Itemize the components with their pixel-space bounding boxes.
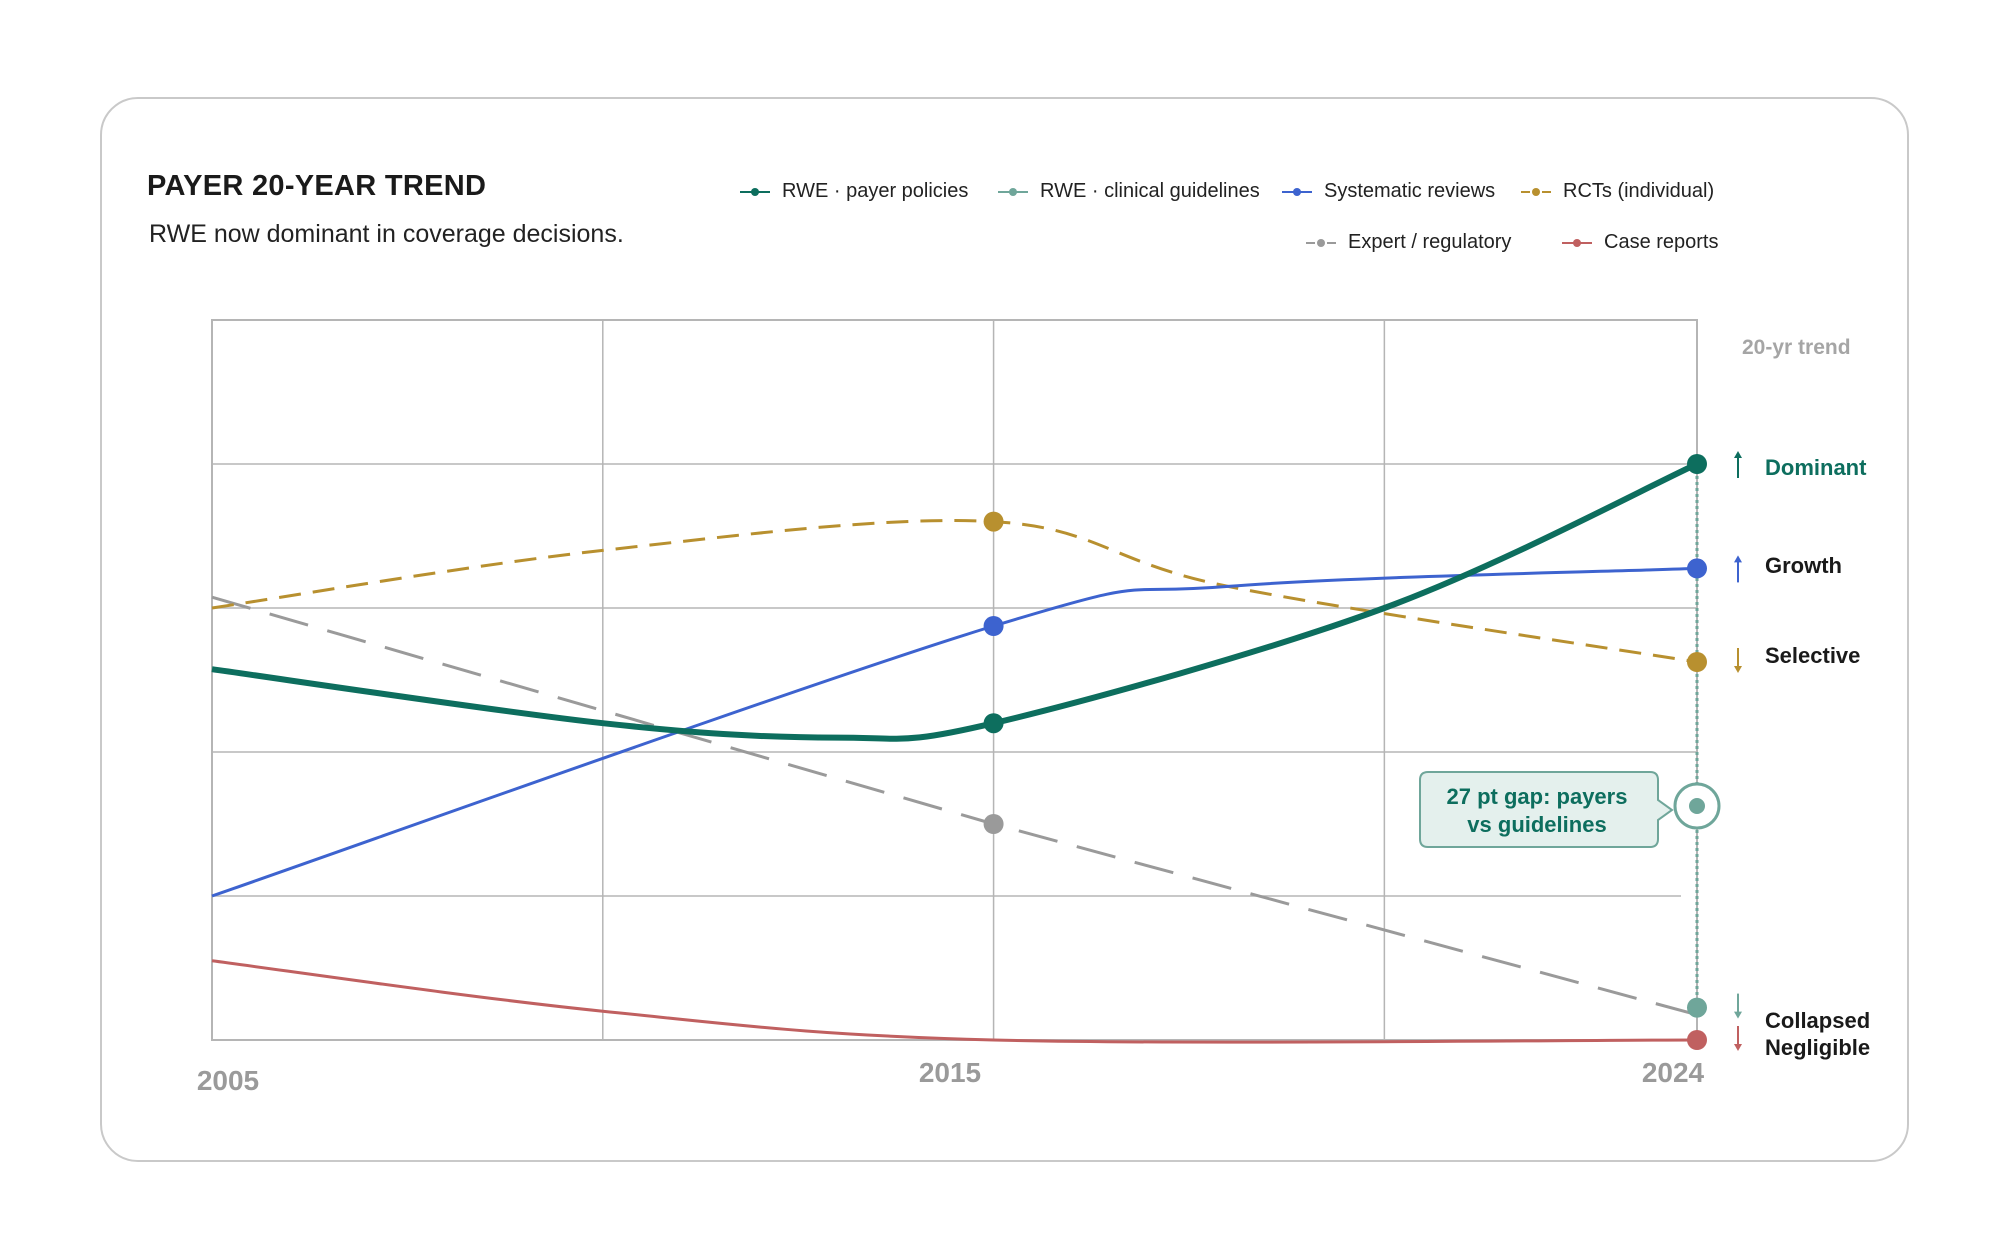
x-tick-label: 2005 [197, 1065, 259, 1096]
data-point-rcts [1687, 652, 1707, 672]
data-point-systematic [1687, 558, 1707, 579]
trend-label-rcts: Selective [1765, 643, 1860, 668]
trend-arrow-head-case [1734, 1044, 1742, 1051]
data-point-rwe_guidelines [1687, 997, 1707, 1018]
legend-swatch [1562, 238, 1592, 247]
series-line-rwe_payer [211, 461, 1699, 742]
annotation-text-line2: vs guidelines [1467, 812, 1606, 837]
legend-swatch [1306, 238, 1336, 247]
data-point-systematic [983, 616, 1004, 636]
chart-subtitle: RWE now dominant in coverage decisions. [149, 220, 624, 248]
chart-title: PAYER 20-YEAR TREND [147, 170, 487, 202]
legend-item-rwe_guidelines: RWE · clinical guidelines [998, 180, 1260, 203]
legend-item-rcts: RCTs (individual) [1521, 180, 1714, 203]
x-tick-label: 2024 [1642, 1057, 1705, 1088]
annotation-box [1419, 771, 1674, 848]
data-point-rwe_payer [983, 713, 1004, 734]
trend-arrow-head-rcts [1734, 666, 1742, 673]
data-point-case [1687, 1030, 1707, 1050]
data-point-rwe_payer [1687, 454, 1707, 474]
legend-swatch [1521, 187, 1551, 196]
chart-card [100, 97, 1909, 1162]
data-point-rcts [983, 511, 1004, 532]
legend-label: Expert / regulatory [1348, 231, 1512, 253]
annotation-dot [1689, 798, 1705, 814]
series-line-rcts [211, 519, 1698, 664]
trend-label-rwe_guidelines: Collapsed [1765, 1008, 1870, 1033]
legend-item-expert: Expert / regulatory [1306, 231, 1511, 254]
series-line-case [211, 959, 1698, 1044]
legend-label: RCTs (individual) [1563, 180, 1715, 202]
legend-label: Systematic reviews [1324, 180, 1496, 202]
trend-arrow-head-rwe_payer [1734, 451, 1742, 458]
legend-swatch [740, 187, 770, 196]
legend-label: Case reports [1604, 231, 1719, 253]
trend-label-rwe_payer: Dominant [1765, 455, 1867, 480]
legend-item-rwe_payer: RWE · payer policies [740, 180, 968, 203]
x-tick-label: 2015 [919, 1057, 981, 1088]
legend-label: RWE · payer policies [782, 180, 969, 202]
trend-label-case: Negligible [1765, 1035, 1870, 1060]
annotation-text-line1: 27 pt gap: payers [1447, 784, 1628, 809]
trend-label-systematic: Growth [1765, 553, 1842, 578]
trend-header: 20-yr trend [1742, 336, 1851, 359]
chart-legend: RWE · payer policies RWE · clinical guide… [740, 180, 1720, 270]
trend-arrow-head-systematic [1734, 555, 1742, 563]
data-point-expert [983, 814, 1004, 834]
legend-item-case: Case reports [1562, 231, 1719, 254]
plot-frame [211, 319, 1698, 1041]
trend-arrow-head-rwe_guidelines [1734, 1011, 1742, 1019]
legend-label: RWE · clinical guidelines [1040, 180, 1260, 202]
legend-swatch [998, 187, 1028, 196]
legend-swatch [1282, 187, 1312, 196]
legend-item-systematic: Systematic reviews [1282, 180, 1495, 203]
